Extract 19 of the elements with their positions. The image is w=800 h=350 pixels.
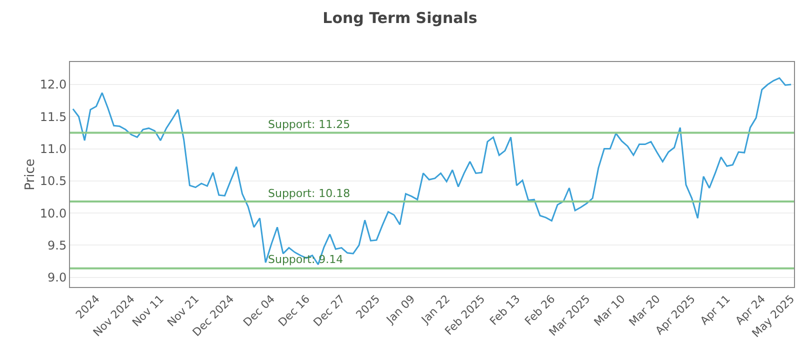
x-tick-label: Dec 16 — [276, 292, 312, 330]
y-tick-label: 12.0 — [40, 78, 67, 92]
y-tick-label: 10.5 — [40, 174, 67, 188]
chart-title: Long Term Signals — [322, 8, 478, 27]
x-tick-label: Feb 13 — [487, 292, 523, 328]
y-tick-label: 11.5 — [40, 110, 67, 124]
line-series — [72, 77, 792, 266]
ref-line-label: Support: 10.18 — [268, 187, 350, 200]
y-tick-label: 9.5 — [48, 238, 67, 252]
ref-line-label: Support: 11.25 — [268, 118, 350, 131]
y-tick-label: 9.0 — [48, 270, 67, 285]
x-tick-label: Dec 27 — [310, 292, 348, 330]
x-tick-label: Dec 04 — [240, 292, 278, 330]
x-tick-label: Apr 11 — [698, 292, 733, 328]
x-tick-label: Mar 10 — [592, 292, 628, 329]
x-tick-label: Jan 09 — [383, 292, 418, 327]
y-tick-label: 11.0 — [40, 142, 67, 156]
y-tick-label: 10.0 — [40, 206, 67, 220]
y-axis-title: Price — [22, 158, 38, 190]
